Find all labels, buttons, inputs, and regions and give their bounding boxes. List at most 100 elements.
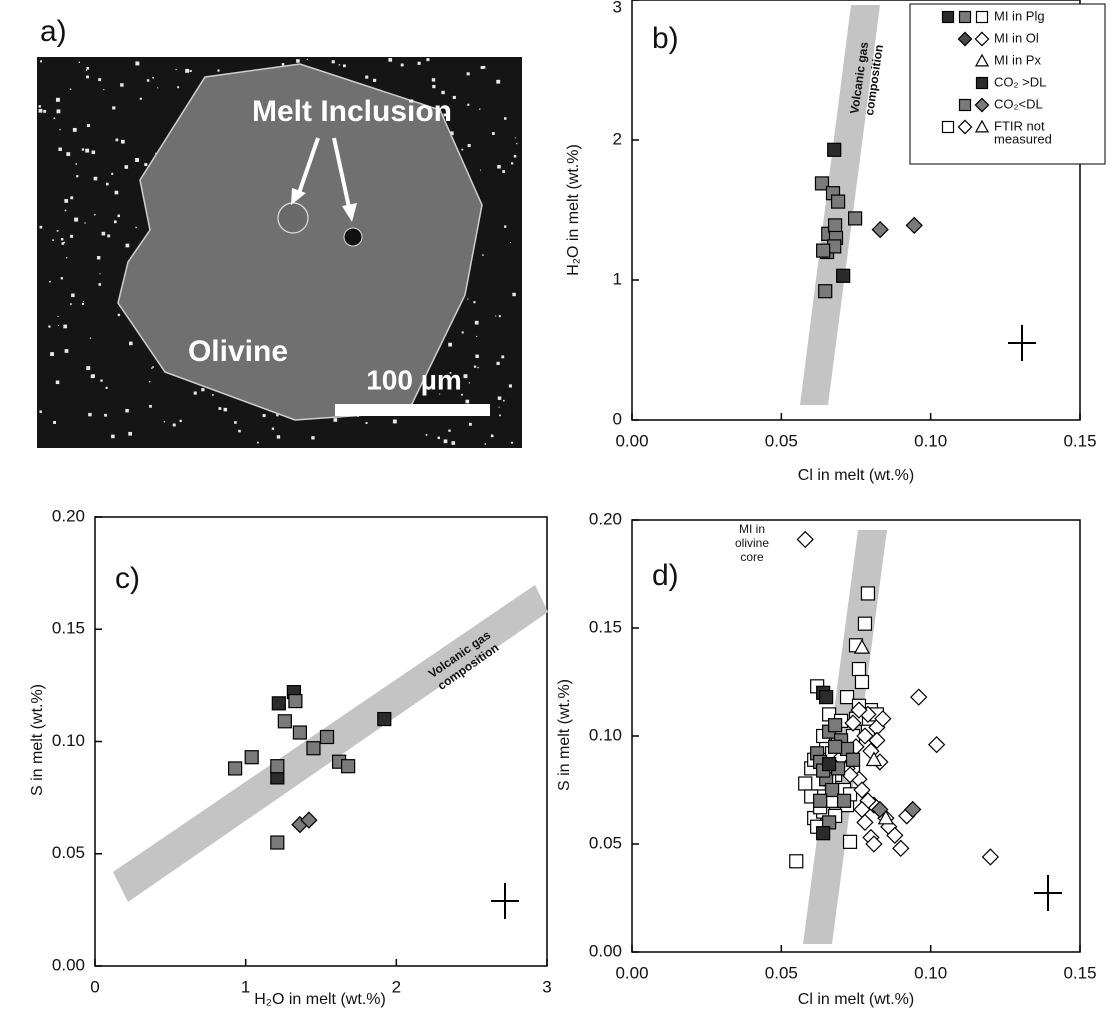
legend-label: MI in Plg [994,8,1045,23]
x-axis-label: Cl in melt (wt.%) [798,991,914,1008]
legend-label: MI in Px [994,52,1041,67]
y-axis-label: H₂O in melt (wt.%) [565,144,582,276]
speckle [117,215,120,218]
speckle [373,79,376,82]
speckle [63,325,67,329]
legend-label: CO₂ >DL [994,74,1046,89]
y-tick-label: 0.20 [52,506,85,525]
speckle [66,257,67,258]
speckle [418,62,421,65]
data-point [378,713,391,726]
speckle [277,435,280,438]
x-tick-label: 2 [392,977,401,996]
legend-marker [977,78,988,89]
speckle [65,349,69,353]
speckle [70,196,73,199]
annotation: Melt Inclusion [252,95,452,128]
speckle [426,58,429,61]
speckle [88,413,91,416]
x-tick-label: 0.00 [615,963,648,982]
speckle [217,69,219,71]
speckle [448,343,452,347]
data-point [819,285,832,298]
y-tick-label: 0.05 [52,843,85,862]
speckle [149,405,152,408]
x-tick-label: 0.15 [1063,963,1096,982]
data-point [826,784,839,797]
speckle [510,242,511,243]
inclusion-outline [344,228,362,246]
speckle [48,325,50,327]
speckle [393,420,397,424]
x-axis-label: Cl in melt (wt.%) [798,467,914,484]
annotation: olivine [735,536,769,550]
speckle [94,177,98,181]
speckle [71,294,75,298]
speckle [401,64,404,67]
data-point [271,760,284,773]
speckle [82,303,84,305]
speckle [201,388,204,391]
speckle [474,366,476,368]
speckle [491,435,494,438]
speckle [91,375,94,378]
speckle [332,60,335,63]
speckle [99,273,100,274]
speckle [59,129,60,130]
y-tick-label: 0.10 [52,731,85,750]
x-tick-label: 0.10 [914,963,947,982]
speckle [129,342,133,346]
speckle [125,409,128,412]
speckle [496,362,499,365]
speckle [461,149,463,151]
speckle [485,443,486,444]
speckle [469,382,470,383]
speckle [86,70,87,71]
inclusion-outline [278,203,308,233]
y-tick-label: 1 [613,269,622,288]
x-tick-label: 3 [542,977,551,996]
x-axis-label: H₂O in melt (wt.%) [254,991,386,1008]
speckle [307,59,308,60]
x-tick-label: 0.05 [765,431,798,450]
speckle [107,234,110,237]
speckle [515,137,516,138]
speckle [441,91,444,94]
data-point [799,777,812,790]
data-point [837,269,850,282]
panel-label: b) [652,22,679,55]
speckle [151,367,152,368]
speckle [509,384,512,387]
y-tick-label: 0.15 [52,619,85,638]
speckle [106,387,108,389]
speckle [53,421,56,424]
speckle [111,435,115,439]
speckle [86,67,89,70]
speckle [432,78,435,81]
speckle [157,87,158,88]
speckle [135,227,136,228]
data-point [820,691,833,704]
speckle [311,436,314,439]
legend-marker [960,100,971,111]
y-tick-label: 0.00 [589,941,622,960]
speckle [64,199,68,203]
speckle [496,80,500,84]
data-point [790,855,803,868]
annotation: MI in [739,522,765,536]
speckle [468,144,471,147]
speckle [334,418,338,422]
y-tick-label: 0 [613,409,622,428]
speckle [180,420,182,422]
speckle [70,235,73,238]
speckle [87,124,90,127]
y-tick-label: 3 [613,0,622,16]
legend-label: measured [994,131,1052,146]
speckle [495,315,496,316]
speckle [212,394,214,396]
speckle [39,410,41,412]
speckle [467,299,468,300]
speckle [103,89,104,90]
speckle [61,277,63,279]
speckle [514,155,517,158]
